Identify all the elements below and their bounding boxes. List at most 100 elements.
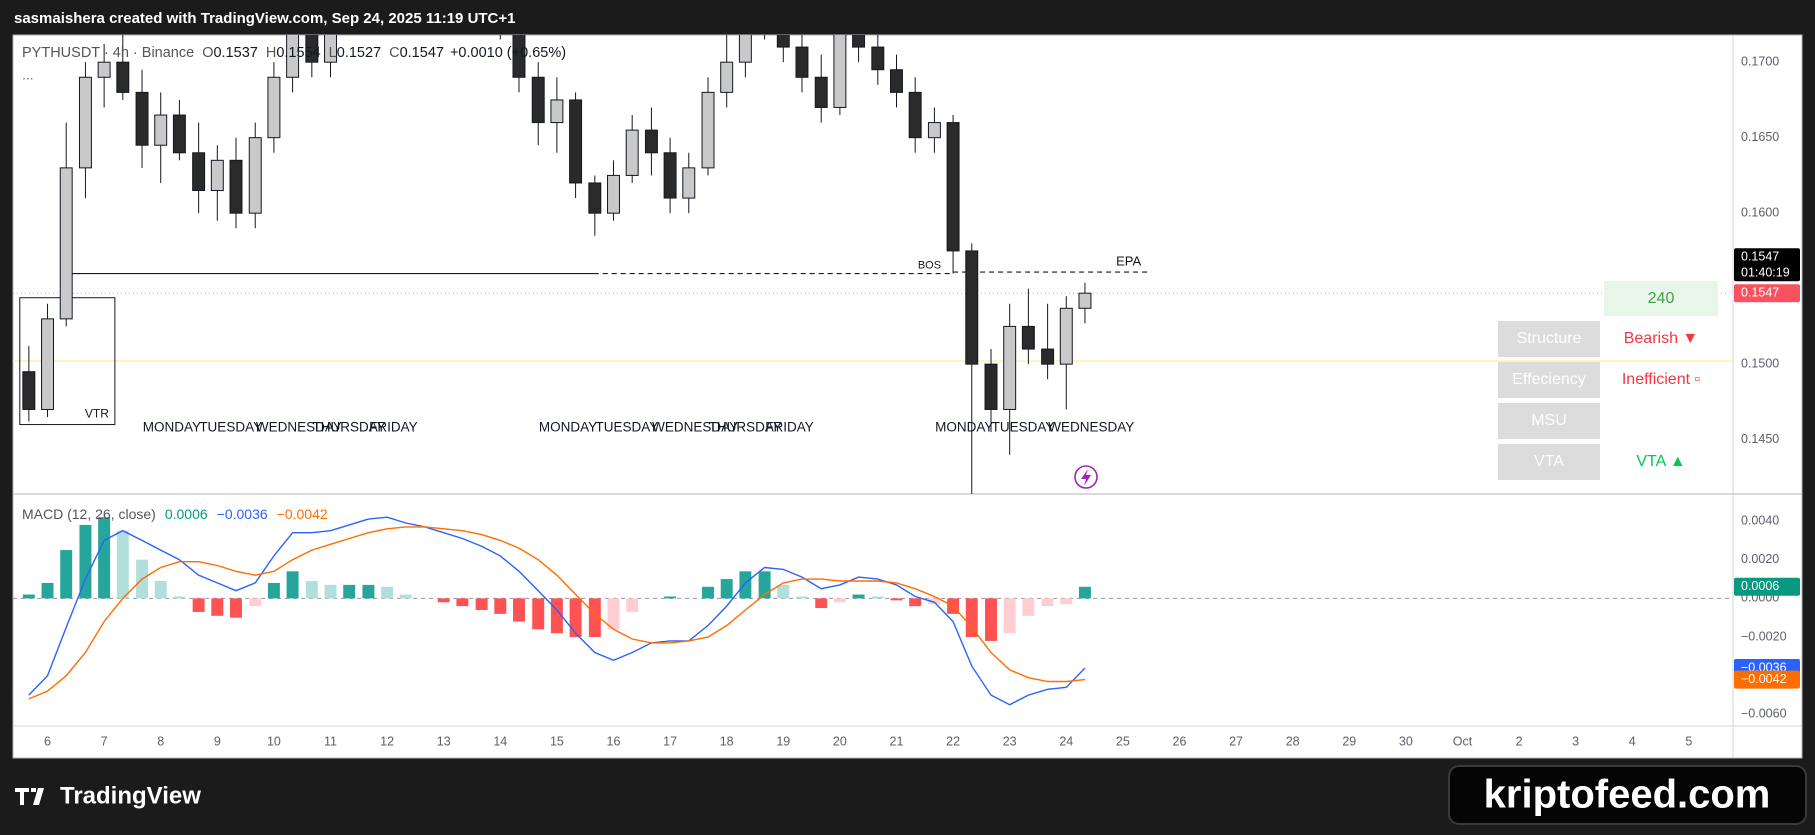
candle-body bbox=[871, 46, 885, 71]
ohlc-value: 0.1547 bbox=[400, 45, 444, 61]
histogram-bar bbox=[569, 598, 582, 638]
panel-label: Structure bbox=[1517, 330, 1582, 347]
weekday-label: TUESDAY bbox=[596, 420, 659, 435]
histogram-bar bbox=[928, 598, 941, 605]
candle-body bbox=[890, 69, 903, 93]
candle-body bbox=[550, 99, 564, 124]
ohlc-value: 0.1527 bbox=[337, 45, 381, 61]
candle-body bbox=[569, 99, 583, 184]
ohlc-key: O bbox=[202, 45, 213, 61]
histogram-bar bbox=[532, 598, 545, 630]
weekday-label: FRIDAY bbox=[765, 420, 814, 435]
x-tick-label: 23 bbox=[1003, 734, 1017, 748]
macd-legend-value: 0.0006 bbox=[165, 506, 208, 522]
alert-icon[interactable] bbox=[1074, 465, 1098, 489]
weekday-label: THURSDAY bbox=[709, 420, 782, 435]
histogram-bar bbox=[324, 584, 337, 599]
histogram-bar bbox=[437, 598, 450, 603]
candle-body bbox=[663, 152, 677, 199]
x-tick-label: 11 bbox=[324, 734, 337, 748]
ohlc-value: 0.1537 bbox=[213, 45, 257, 61]
histogram-bar bbox=[399, 594, 412, 599]
histogram-bar bbox=[739, 571, 752, 599]
macd-legend: MACD (12, 26, close) 0.0006 −0.0036 −0.0042 bbox=[22, 506, 328, 522]
footer: TradingView kriptofeed.com bbox=[15, 765, 1807, 825]
ohlc-key: C bbox=[389, 45, 399, 61]
candle-body bbox=[927, 122, 941, 139]
histogram-bar bbox=[702, 586, 714, 599]
panel-label: MSU bbox=[1531, 412, 1567, 429]
histogram-bar bbox=[494, 598, 507, 614]
histogram-bar bbox=[909, 598, 922, 607]
candle-body bbox=[229, 159, 243, 214]
panel-label: Effeciency bbox=[1512, 371, 1586, 388]
histogram-bar bbox=[815, 598, 828, 609]
weekday-label: MONDAY bbox=[143, 420, 201, 435]
candle-body bbox=[210, 159, 224, 192]
histogram-bar bbox=[98, 517, 111, 599]
histogram-bar bbox=[795, 596, 808, 599]
histogram-bar bbox=[513, 598, 525, 622]
histogram-bar bbox=[22, 594, 35, 599]
macd-legend-value: −0.0042 bbox=[277, 506, 328, 522]
panel-row-value: VTA ▲ bbox=[1636, 453, 1685, 470]
weekday-label: TUESDAY bbox=[199, 420, 262, 435]
panel-row-value: Inefficient ▫ bbox=[1622, 371, 1700, 388]
x-tick-label: 8 bbox=[157, 734, 164, 748]
x-tick-label: Oct bbox=[1453, 734, 1473, 748]
x-tick-label: 7 bbox=[101, 734, 108, 748]
histogram-bar bbox=[230, 598, 242, 618]
candle-body bbox=[172, 114, 186, 154]
candle-body bbox=[305, 35, 319, 63]
histogram-bar bbox=[267, 582, 280, 599]
macd-title: MACD (12, 26, close) bbox=[22, 506, 156, 522]
panel-label-box bbox=[1498, 321, 1600, 357]
histogram-bar bbox=[777, 584, 790, 599]
histogram-bar bbox=[173, 596, 186, 599]
candle-body bbox=[682, 167, 696, 199]
ohlc-key: L bbox=[329, 45, 337, 61]
candle-body bbox=[946, 122, 960, 252]
x-tick-label: 16 bbox=[607, 734, 621, 748]
x-tick-label: 25 bbox=[1116, 734, 1130, 748]
histogram-bar bbox=[343, 584, 356, 599]
panel-row-value: Bearish ▼ bbox=[1624, 330, 1699, 347]
candle-body bbox=[41, 318, 55, 410]
histogram-bar bbox=[79, 524, 92, 599]
symbol: PYTHUSDT · 4h · Binance bbox=[22, 45, 194, 61]
candle-body bbox=[22, 371, 36, 410]
brand: TradingView bbox=[60, 782, 201, 809]
panel-label-box bbox=[1498, 403, 1600, 439]
change: +0.0010 (+0.65%) bbox=[450, 45, 566, 61]
x-tick-label: 20 bbox=[833, 734, 847, 748]
panel-label-box bbox=[1498, 444, 1600, 480]
x-tick-label: 30 bbox=[1399, 734, 1413, 748]
candle-body bbox=[116, 61, 130, 93]
histogram-bar bbox=[833, 598, 846, 603]
x-tick-label: 29 bbox=[1342, 734, 1356, 748]
candle-body bbox=[833, 35, 847, 108]
price-badge-label: 0.1547 bbox=[1741, 249, 1779, 263]
candle-body bbox=[267, 76, 281, 139]
histogram-bar bbox=[60, 550, 73, 599]
x-tick-label: 3 bbox=[1572, 734, 1579, 748]
y-tick-label: −0.0060 bbox=[1741, 707, 1787, 721]
histogram-bar bbox=[456, 598, 469, 607]
histogram-bar bbox=[985, 598, 997, 641]
axis-badge bbox=[1734, 670, 1800, 689]
histogram-bar bbox=[362, 584, 375, 599]
legend: PYTHUSDT · 4h · Binance O0.1537 H0.1554 L0.… bbox=[22, 45, 566, 61]
candle-body bbox=[1059, 307, 1073, 365]
panel-label: VTA bbox=[1534, 453, 1564, 470]
histogram-bar bbox=[305, 581, 318, 599]
histogram-bar bbox=[890, 598, 903, 601]
y-tick-label: −0.0020 bbox=[1741, 629, 1787, 643]
logo-mark bbox=[15, 788, 44, 805]
weekday-label: TUESDAY bbox=[992, 420, 1055, 435]
overlay: 0.1450 0.1500 0.1600 0.1650 0.1700 0.1547 0.15… bbox=[22, 45, 1800, 748]
histogram-bar bbox=[211, 598, 224, 616]
x-tick-label: 13 bbox=[437, 734, 451, 748]
